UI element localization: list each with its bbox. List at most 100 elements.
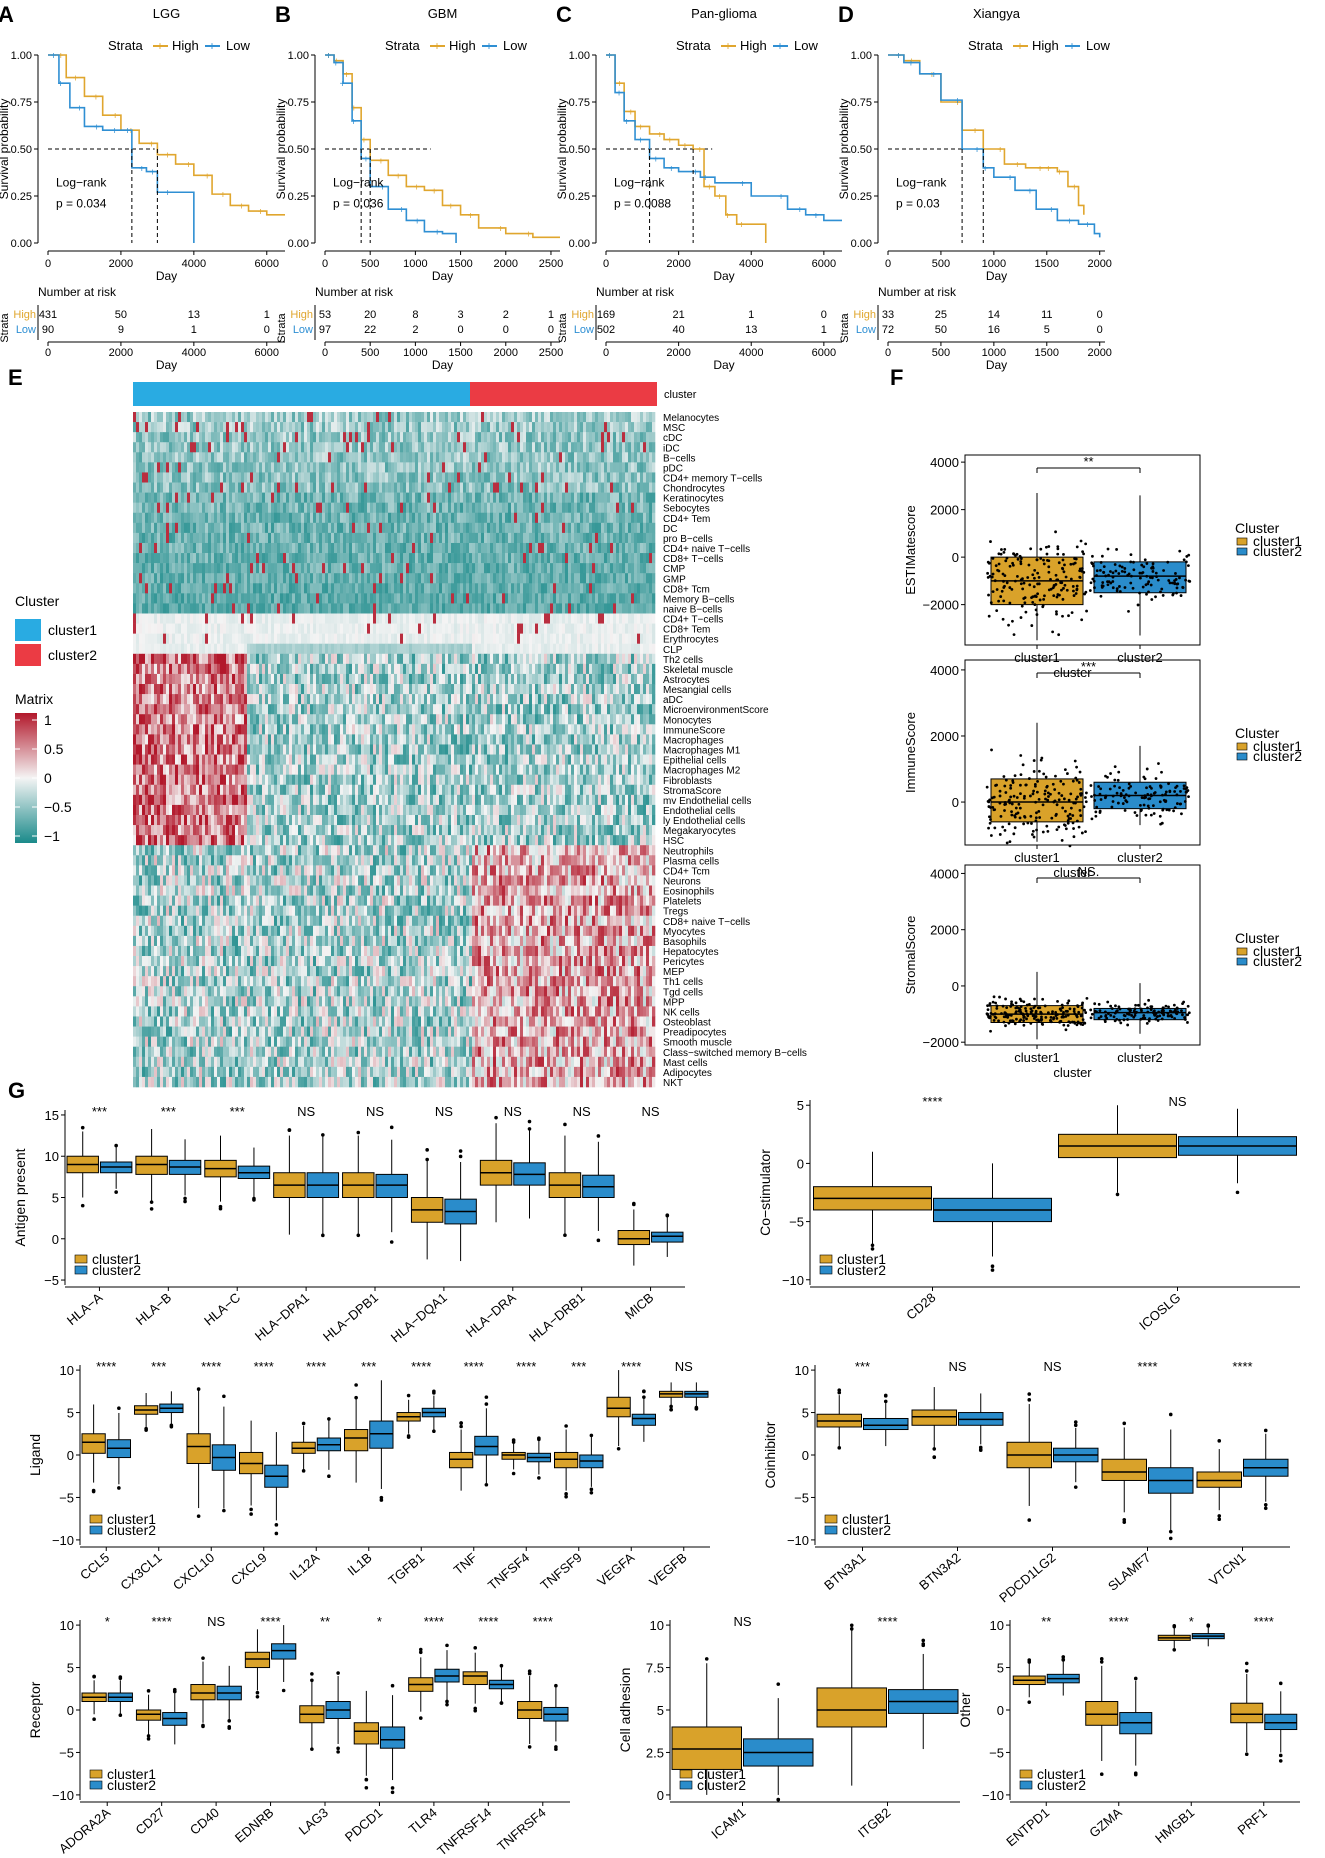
heatmap-cell — [361, 512, 365, 524]
heatmap-cell — [136, 603, 140, 614]
heatmap-cell — [496, 633, 500, 645]
heatmap-cell — [511, 653, 515, 665]
heatmap-cell — [499, 482, 503, 493]
heatmap-cell — [277, 442, 281, 453]
heatmap-cell — [328, 603, 332, 614]
heatmap-cell — [157, 502, 161, 514]
heatmap-cell — [421, 573, 425, 584]
heatmap-cell — [208, 482, 212, 493]
heatmap-cell — [484, 663, 488, 675]
heatmap-cell — [517, 643, 521, 655]
heatmap-cell — [301, 532, 305, 544]
heatmap-cell — [340, 663, 344, 675]
heatmap-cell — [412, 412, 416, 423]
heatmap-cell — [154, 502, 158, 514]
heatmap-cell — [400, 593, 404, 604]
heatmap-cell — [364, 412, 368, 423]
heatmap-cell — [292, 512, 296, 524]
heatmap-cell — [391, 482, 395, 493]
heatmap-cell — [652, 633, 656, 645]
risk-low-count: 40 — [672, 324, 684, 336]
heatmap-cell — [196, 412, 200, 423]
heatmap-cell — [652, 452, 656, 463]
heatmap-cell — [430, 673, 434, 685]
heatmap-cell — [613, 452, 617, 463]
heatmap-cell — [205, 593, 209, 604]
heatmap-cell — [346, 563, 350, 574]
heatmap-cell — [436, 452, 440, 463]
heatmap-cell — [298, 452, 302, 463]
heatmap-cell — [301, 452, 305, 463]
heatmap-cell — [184, 653, 188, 665]
risk-high-count: 50 — [115, 309, 127, 321]
heatmap-cell — [478, 452, 482, 463]
heatmap-cell — [256, 663, 260, 675]
heatmap-cell — [334, 583, 338, 594]
heatmap-cell — [508, 432, 512, 443]
heatmap-cell — [514, 653, 518, 665]
heatmap-cell — [433, 653, 437, 665]
heatmap-cell — [553, 623, 557, 634]
heatmap-cell — [340, 512, 344, 524]
x-tick-label: 1000 — [982, 258, 1006, 270]
heatmap-cell — [175, 573, 179, 584]
heatmap-cell — [601, 663, 605, 675]
heatmap-cell — [481, 593, 485, 604]
heatmap-cell — [649, 653, 653, 665]
heatmap-cell — [355, 542, 359, 554]
heatmap-cell — [586, 512, 590, 524]
heatmap-cell — [211, 482, 215, 493]
heatmap-cell — [268, 593, 272, 604]
heatmap-cell — [535, 583, 539, 594]
heatmap-cell — [322, 462, 326, 473]
heatmap-cell — [286, 482, 290, 493]
heatmap-cell — [421, 492, 425, 503]
heatmap-cell — [397, 542, 401, 554]
heatmap-cell — [562, 502, 566, 514]
heatmap-cell — [349, 422, 353, 433]
heatmap-cell — [526, 512, 530, 524]
heatmap-cell — [154, 563, 158, 574]
heatmap-cell — [172, 452, 176, 463]
heatmap-cell — [346, 623, 350, 634]
heatmap-cell — [619, 442, 623, 453]
heatmap-cell — [157, 422, 161, 433]
heatmap-cell — [472, 492, 476, 503]
heatmap-cell — [559, 613, 563, 624]
x-axis-label: Day — [432, 269, 453, 283]
heatmap-cell — [595, 432, 599, 443]
heatmap-cell — [142, 482, 146, 493]
heatmap-cell — [232, 422, 236, 433]
heatmap-cell — [550, 623, 554, 634]
heatmap-cell — [601, 522, 605, 534]
heatmap-cell — [202, 472, 206, 483]
heatmap-cell — [580, 502, 584, 514]
heatmap-cell — [475, 613, 479, 624]
heatmap-cell — [436, 512, 440, 524]
heatmap-cell — [433, 482, 437, 493]
heatmap-cell — [625, 472, 629, 483]
heatmap-cell — [313, 653, 317, 665]
heatmap-cell — [451, 532, 455, 544]
heatmap-cell — [511, 492, 515, 503]
heatmap-cell — [262, 603, 266, 614]
heatmap-cell — [523, 452, 527, 463]
heatmap-cell — [145, 482, 149, 493]
heatmap-cell — [337, 623, 341, 634]
heatmap-cell — [583, 573, 587, 584]
heatmap-cell — [529, 553, 533, 564]
heatmap-cell — [541, 522, 545, 534]
heatmap-cell — [262, 673, 266, 685]
heatmap-cell — [163, 643, 167, 655]
heatmap-cell — [484, 512, 488, 524]
heatmap-cell — [493, 512, 497, 524]
heatmap-cell — [292, 583, 296, 594]
heatmap-cell — [583, 472, 587, 483]
heatmap-cell — [220, 603, 224, 614]
risk-low-count: 1 — [821, 324, 827, 336]
heatmap-cell — [583, 452, 587, 463]
heatmap-cell — [238, 512, 242, 524]
heatmap-cell — [553, 663, 557, 675]
heatmap-cell — [529, 573, 533, 584]
heatmap-cell — [430, 472, 434, 483]
